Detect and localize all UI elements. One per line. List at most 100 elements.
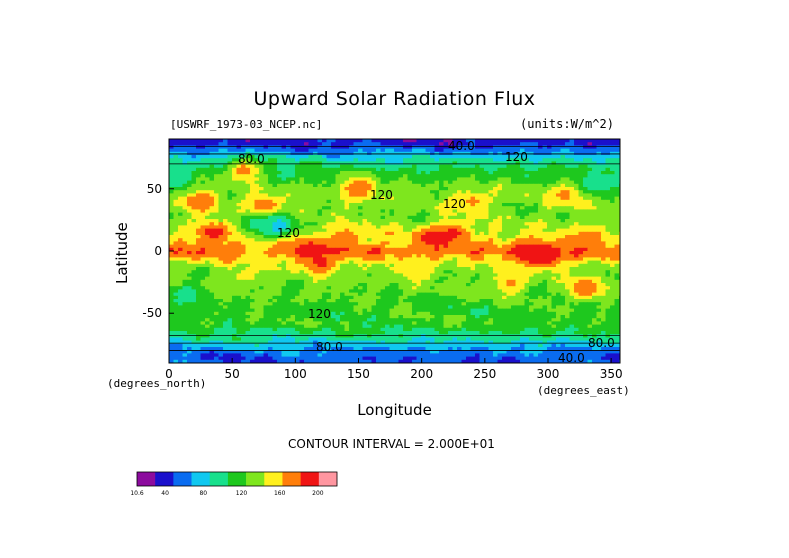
heatmap-cell (214, 289, 219, 293)
heatmap-cell (187, 295, 192, 300)
heatmap-cell (205, 161, 210, 165)
heatmap-cell (344, 260, 350, 265)
heatmap-cell (488, 289, 494, 293)
heatmap-cell (268, 219, 273, 223)
heatmap-cell (533, 164, 539, 169)
heatmap-cell (263, 180, 269, 185)
heatmap-cell (560, 155, 566, 159)
heatmap-cell (601, 193, 606, 197)
heatmap-cell (533, 276, 539, 281)
heatmap-cell (407, 196, 413, 201)
heatmap-cell (596, 235, 602, 239)
heatmap-cell (610, 180, 615, 185)
heatmap-cell (200, 148, 206, 153)
heatmap-cell (596, 276, 602, 281)
heatmap-cell (362, 155, 368, 159)
heatmap-cell (340, 155, 345, 159)
heatmap-cell (475, 215, 480, 220)
heatmap-cell (268, 292, 273, 297)
heatmap-cell (529, 193, 534, 197)
heatmap-cell (551, 193, 557, 197)
heatmap-cell (326, 219, 332, 223)
heatmap-cell (497, 167, 503, 172)
heatmap-cell (488, 241, 494, 245)
heatmap-cell (326, 183, 332, 188)
heatmap-cell (493, 238, 498, 242)
heatmap-cell (448, 279, 453, 284)
heatmap-cell (173, 244, 179, 249)
heatmap-cell (605, 183, 611, 188)
heatmap-cell (232, 283, 237, 287)
heatmap-cell (358, 231, 363, 236)
heatmap-cell (506, 158, 512, 162)
heatmap-cell (596, 247, 602, 252)
heatmap-cell (191, 273, 197, 277)
heatmap-cell (367, 292, 372, 297)
heatmap-cell (295, 155, 300, 159)
heatmap-cell (592, 254, 597, 258)
heatmap-cell (551, 225, 557, 229)
heatmap-cell (466, 171, 471, 175)
heatmap-cell (259, 283, 264, 287)
heatmap-cell (506, 283, 512, 287)
heatmap-cell (502, 193, 507, 197)
heatmap-cell (178, 238, 183, 242)
heatmap-cell (605, 190, 611, 194)
heatmap-cell (407, 142, 413, 146)
heatmap-cell (421, 148, 426, 153)
heatmap-cell (569, 180, 575, 185)
heatmap-cell (506, 257, 512, 261)
heatmap-cell (236, 270, 242, 274)
heatmap-cell (358, 241, 363, 245)
heatmap-cell (412, 228, 417, 233)
heatmap-cell (349, 279, 354, 284)
heatmap-cell (497, 241, 503, 245)
heatmap-cell (439, 215, 444, 220)
heatmap-cell (209, 203, 215, 207)
heatmap-cell (407, 254, 413, 258)
heatmap-cell (205, 241, 210, 245)
heatmap-cell (272, 142, 278, 146)
heatmap-cell (538, 209, 543, 213)
heatmap-cell (191, 203, 197, 207)
heatmap-cell (587, 228, 593, 233)
heatmap-cell (430, 270, 435, 274)
heatmap-cell (511, 235, 516, 239)
heatmap-cell (322, 206, 327, 210)
heatmap-cell (245, 254, 251, 258)
heatmap-cell (209, 241, 215, 245)
heatmap-cell (466, 279, 471, 284)
heatmap-cell (506, 209, 512, 213)
heatmap-cell (227, 225, 233, 229)
heatmap-cell (601, 199, 606, 204)
heatmap-cell (250, 177, 255, 181)
heatmap-cell (376, 203, 381, 207)
heatmap-cell (295, 276, 300, 281)
heatmap-cell (232, 231, 237, 236)
heatmap-cell (322, 260, 327, 265)
heatmap-cell (245, 241, 251, 245)
heatmap-cell (389, 161, 395, 165)
heatmap-cell (236, 139, 242, 143)
heatmap-cell (601, 267, 606, 271)
heatmap-cell (376, 180, 381, 185)
heatmap-cell (340, 270, 345, 274)
heatmap-cell (547, 199, 552, 204)
heatmap-cell (173, 260, 179, 265)
heatmap-cell (218, 161, 224, 165)
heatmap-cell (569, 215, 575, 220)
heatmap-cell (187, 155, 192, 159)
heatmap-cell (205, 199, 210, 204)
heatmap-cell (394, 276, 399, 281)
heatmap-cell (524, 228, 530, 233)
heatmap-cell (250, 289, 255, 293)
heatmap-cell (313, 145, 318, 149)
heatmap-cell (520, 289, 525, 293)
heatmap-cell (596, 279, 602, 284)
heatmap-cell (173, 142, 179, 146)
heatmap-cell (583, 190, 588, 194)
heatmap-cell (484, 155, 489, 159)
heatmap-cell (524, 183, 530, 188)
heatmap-cell (448, 219, 453, 223)
heatmap-cell (538, 196, 543, 201)
